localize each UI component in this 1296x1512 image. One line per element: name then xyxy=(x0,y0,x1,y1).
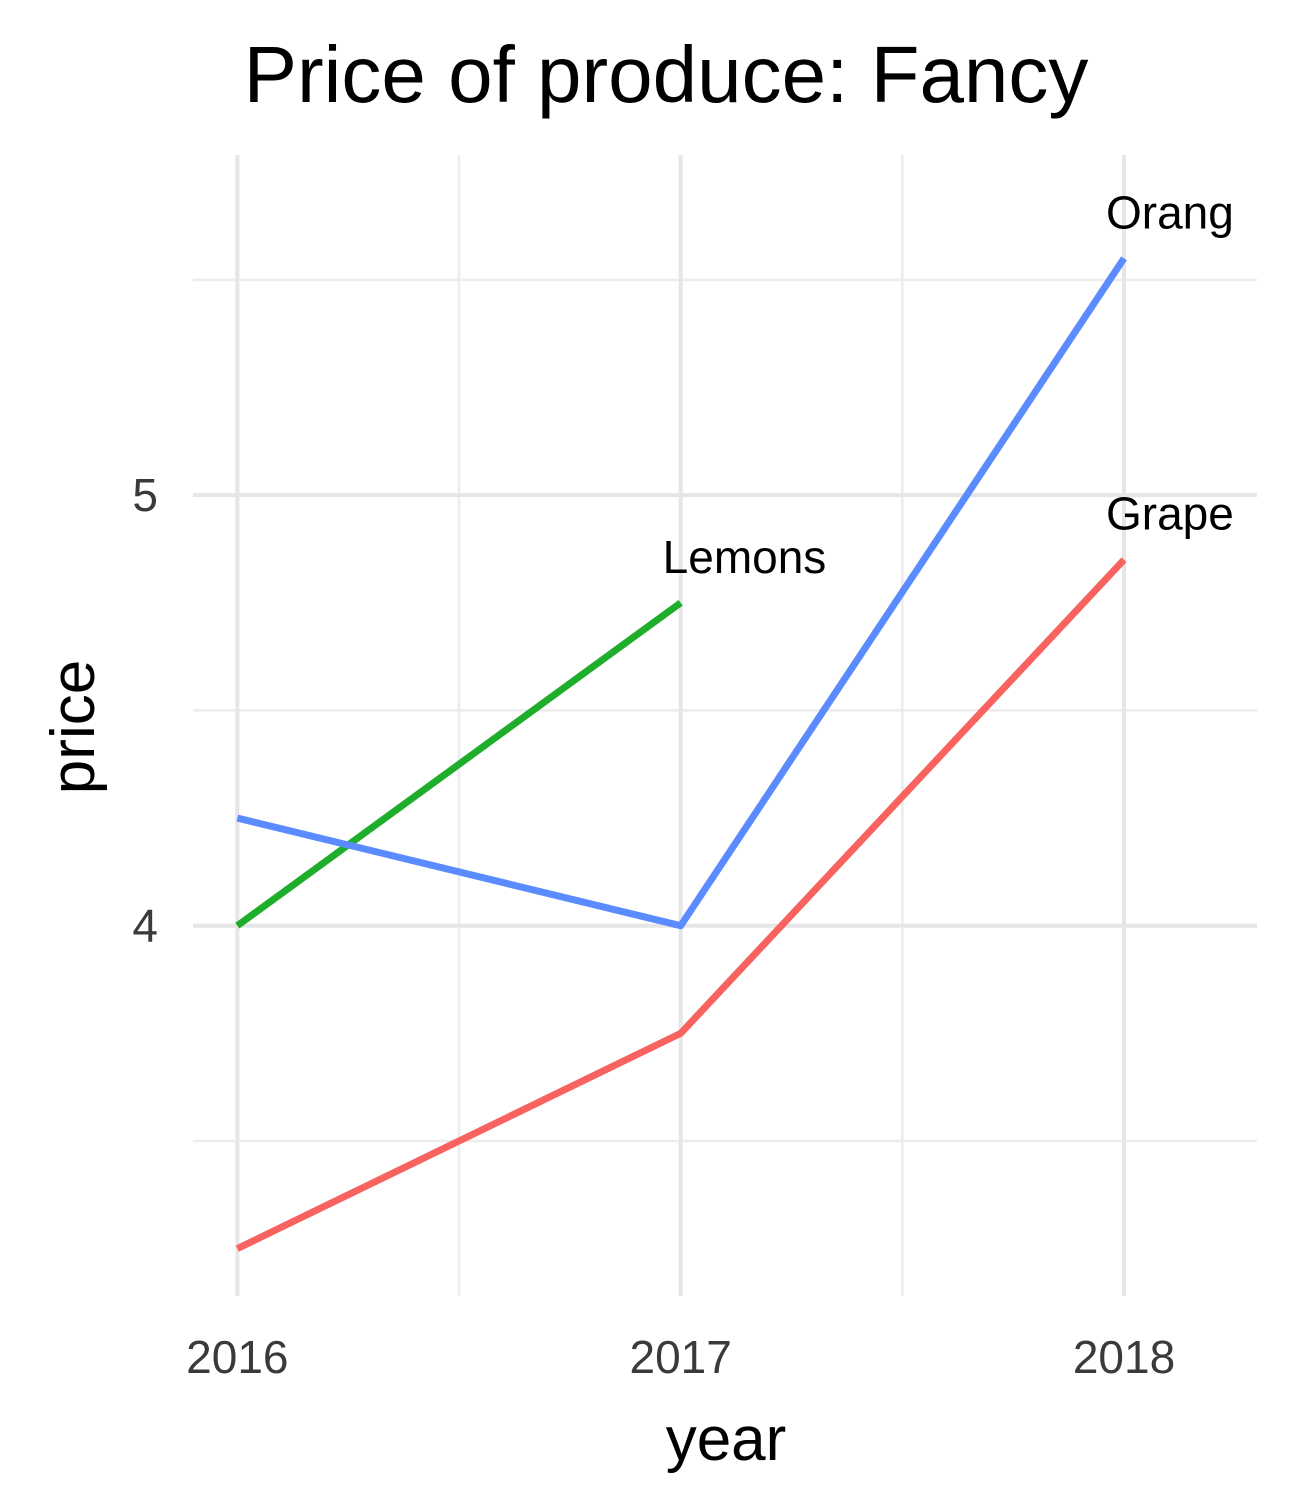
series-label-grapes: Grape xyxy=(1106,488,1234,540)
series-group xyxy=(235,256,1127,1252)
x-tick-label: 2016 xyxy=(186,1331,288,1383)
y-axis-title: price xyxy=(39,660,108,794)
series-line-lemons xyxy=(235,599,683,929)
grid xyxy=(193,155,1257,1296)
x-axis-ticks: 2016 2017 2018 xyxy=(186,1331,1175,1383)
x-tick-label: 2018 xyxy=(1073,1331,1175,1383)
series-label-oranges: Orang xyxy=(1106,186,1234,238)
x-tick-label: 2017 xyxy=(629,1331,731,1383)
series-label-lemons: Lemons xyxy=(663,531,827,583)
series-labels: Grape Lemons Orang xyxy=(663,186,1234,582)
series-line-oranges xyxy=(236,256,1127,930)
chart-title: Price of produce: Fancy xyxy=(244,30,1089,119)
series-line-grapes xyxy=(235,557,1127,1252)
y-axis-ticks: 45 xyxy=(132,469,158,952)
y-tick-label: 4 xyxy=(132,900,158,952)
x-axis-title: year xyxy=(666,1405,787,1474)
y-tick-label: 5 xyxy=(132,469,158,521)
